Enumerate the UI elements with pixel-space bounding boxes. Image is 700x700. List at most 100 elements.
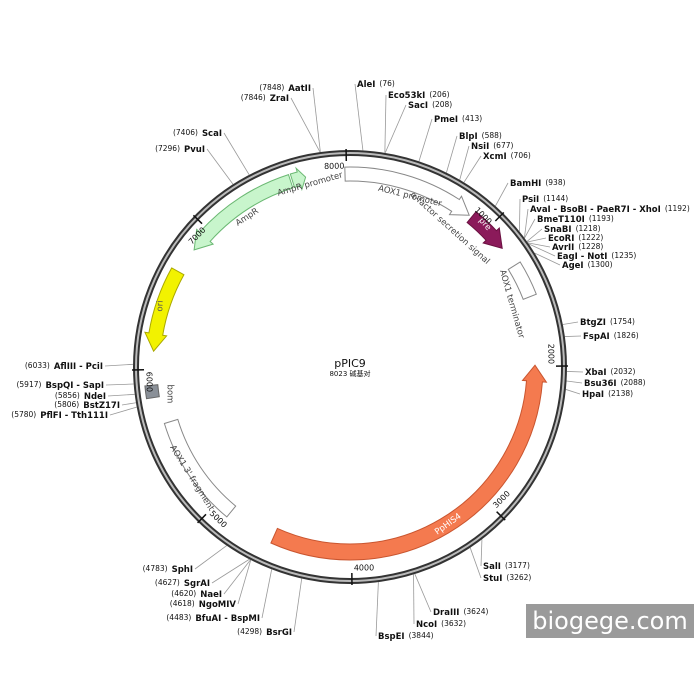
feature-arrow: [193, 173, 294, 251]
site-label: (7848) AatII: [259, 83, 311, 94]
site-leader: [107, 393, 135, 397]
site-label: EagI - NotI (1235): [557, 251, 636, 262]
feature-arrow: [344, 166, 470, 216]
site-leader: [223, 559, 251, 595]
site-leader: [459, 145, 470, 180]
tick-mark: [496, 511, 506, 521]
site-label: (4618) NgoMIV: [170, 599, 237, 610]
site-name: AvaI - BsoBI - PaeR7I - XhoI: [530, 205, 661, 215]
site-name: NaeI: [200, 590, 222, 600]
site-label: (4627) SgrAI: [155, 578, 210, 589]
site-leader: [223, 132, 250, 176]
site-position: (4783): [143, 564, 168, 573]
site-leader: [480, 539, 483, 567]
site-label: (4783) SphI: [143, 564, 193, 575]
site-position: (1826): [614, 331, 639, 340]
site-position: (5917): [16, 380, 41, 389]
site-name: FspAI: [583, 332, 610, 342]
site-label: (7846) ZraI: [241, 93, 289, 104]
feature-label: ori: [155, 300, 165, 311]
site-leader: [261, 569, 273, 619]
site-label: SnaBI (1218): [544, 224, 601, 235]
site-position: (206): [429, 90, 449, 99]
site-leader: [495, 182, 509, 207]
site-position: (2138): [608, 389, 633, 398]
site-name: BstZ17I: [83, 401, 120, 411]
site-leader: [519, 198, 521, 232]
site-name: HpaI: [582, 390, 604, 400]
site-position: (3632): [441, 619, 466, 628]
site-position: (588): [482, 131, 502, 140]
site-position: (1222): [578, 233, 603, 242]
site-leader: [293, 578, 303, 633]
site-label: (5856) NdeI: [55, 391, 106, 402]
site-leader: [109, 406, 137, 416]
site-name: Bsu36I: [584, 379, 617, 389]
site-leader: [562, 321, 579, 325]
site-name: BtgZI: [580, 318, 606, 328]
tick-mark: [192, 214, 203, 225]
site-position: (3262): [506, 573, 531, 582]
site-position: (4627): [155, 578, 180, 587]
feature-arrow: [270, 364, 548, 561]
site-name: AleI: [357, 80, 375, 90]
site-leader: [527, 237, 547, 243]
feature-arrow: [163, 418, 237, 518]
site-position: (6033): [25, 361, 50, 370]
site-label: StuI (3262): [483, 573, 531, 584]
site-leader: [211, 558, 250, 584]
site-leader: [206, 148, 234, 185]
tick-label: 8000: [324, 162, 345, 171]
site-position: (4298): [237, 627, 262, 636]
site-label: Bsu36I (2088): [584, 378, 646, 389]
tick-label: 6000: [145, 372, 154, 392]
site-name: BamHI: [510, 179, 541, 189]
site-position: (938): [545, 178, 565, 187]
site-label: AvrII (1228): [552, 242, 603, 253]
site-position: (1300): [588, 260, 613, 269]
site-leader: [237, 559, 252, 605]
site-name: BspQI - SapI: [45, 381, 104, 391]
site-label: (6033) AflIII - PciI: [25, 361, 103, 372]
site-leader: [414, 573, 432, 613]
site-label: (5917) BspQI - SapI: [16, 380, 104, 391]
site-name: PvuI: [184, 145, 205, 155]
site-label: PsiI (1144): [522, 194, 568, 205]
site-leader: [527, 242, 551, 248]
site-leader: [524, 218, 536, 239]
site-label: (7406) ScaI: [173, 128, 222, 139]
site-name: EcoRI: [548, 234, 574, 244]
site-name: ZraI: [270, 94, 289, 104]
plasmid-size: 8023 碱基对: [329, 369, 370, 378]
site-label: NcoI (3632): [416, 619, 466, 630]
site-name: BlpI: [459, 132, 478, 142]
site-label: DraIII (3624): [433, 607, 488, 618]
site-position: (76): [379, 79, 394, 88]
site-position: (413): [462, 114, 482, 123]
site-name: BfuAI - BspMI: [195, 614, 260, 624]
site-leader: [566, 380, 583, 384]
site-position: (7848): [259, 83, 284, 92]
site-leader: [469, 547, 482, 579]
site-name: AvrII: [552, 243, 574, 253]
site-name: SalI: [483, 562, 501, 572]
site-position: (1228): [578, 242, 603, 251]
feature-arrow: [289, 166, 307, 192]
site-leader: [121, 402, 137, 406]
feature-arrow: [144, 267, 185, 353]
site-label: BspEI (3844): [378, 631, 434, 642]
site-name: BmeT110I: [537, 215, 585, 225]
site-label: FspAI (1826): [583, 331, 639, 342]
site-position: (208): [432, 100, 452, 109]
site-leader: [105, 383, 134, 386]
site-leader: [104, 363, 134, 367]
site-name: Eco53kI: [388, 91, 425, 101]
site-position: (3177): [505, 561, 530, 570]
site-position: (1144): [543, 194, 568, 203]
site-label: (5780) PflFI - Tth111I: [11, 410, 108, 421]
site-leader: [375, 582, 379, 637]
site-position: (4620): [171, 589, 196, 598]
site-label: (7296) PvuI: [155, 144, 205, 155]
site-label: (4298) BsrGI: [237, 627, 292, 638]
